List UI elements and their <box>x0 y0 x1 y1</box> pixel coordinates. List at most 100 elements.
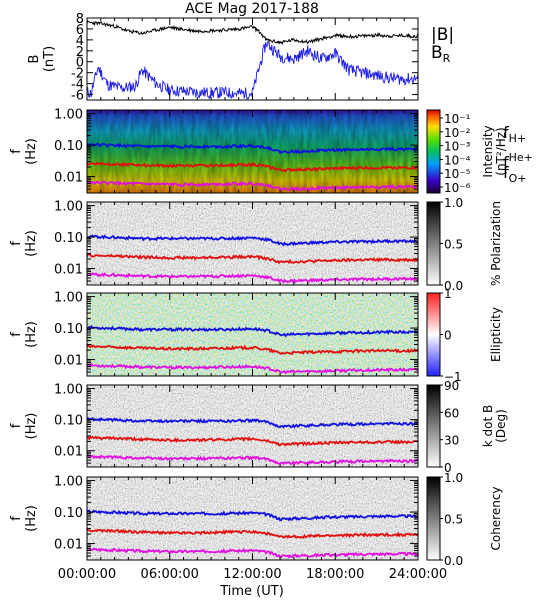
f-tick-label: 0.01 <box>54 171 83 186</box>
colorbar-tick-label: 1.0 <box>444 196 463 210</box>
colorbar-tick-label: 10⁻¹ <box>444 112 471 126</box>
f-ylabel-unit: (Hz) <box>24 230 39 257</box>
colorbar-label: (Deg) <box>494 409 508 443</box>
f-ylabel-unit: (Hz) <box>24 138 39 165</box>
f-tick-label: 0.10 <box>54 506 83 521</box>
colorbar-tick-label: 1.0 <box>444 471 463 485</box>
mag-tick-label: 2 <box>76 45 84 60</box>
f-ylabel: f <box>9 149 24 154</box>
ellipticity-spectrogram <box>87 293 418 376</box>
legend-f-o-main: f <box>503 163 509 182</box>
colorbar-tick-label: 10⁻⁵ <box>444 167 471 181</box>
colorbar-tick-label: 0 <box>444 461 452 475</box>
panel-mag-background <box>87 18 418 100</box>
f-tick-label: 1.00 <box>54 200 83 215</box>
colorbar-tick-label: 60 <box>444 406 459 420</box>
legend-b-total: |B| <box>431 25 454 45</box>
panel-ellipticity: 1.00 0.10 0.01 f (Hz) 1 0 −1 Ellipticity <box>9 287 503 384</box>
gyrofreq-line-he <box>86 344 419 356</box>
gyrofreq-line-he <box>86 253 419 265</box>
gyrofreq-line-he <box>86 528 419 539</box>
mag-tick-label: 6 <box>76 23 84 38</box>
colorbar-label: (nT²/Hz) <box>494 127 508 175</box>
colorbar-tick-label: 0.5 <box>444 513 463 527</box>
colorbar-tick-label: 1 <box>444 287 452 301</box>
mag-tick-label: -4 <box>71 78 84 93</box>
f-tick-label: 0.01 <box>54 538 83 553</box>
f-tick-label: 0.10 <box>54 231 83 246</box>
mag-tick-label: 8 <box>76 12 84 27</box>
f-tick-label: 1.00 <box>54 475 83 490</box>
legend-b-r: BR <box>431 43 451 65</box>
coherency-spectrogram <box>87 477 418 560</box>
legend-f-h: fH+ <box>503 123 526 145</box>
colorbar <box>426 476 441 561</box>
page-title: ACE Mag 2017-188 <box>185 1 319 17</box>
legend-mag: |B| BR <box>431 25 454 65</box>
series-b-r-line <box>86 40 419 101</box>
f-ylabel: f <box>9 241 24 246</box>
x-axis-label: Time (UT) <box>219 584 284 599</box>
legend-b-r-sub: R <box>443 52 451 65</box>
colorbar-label: k dot B <box>481 405 495 447</box>
colorbar-tick-label: 0.0 <box>444 554 463 568</box>
gyrofreq-line-o <box>86 454 419 466</box>
colorbar-tick-label: 0.0 <box>444 279 463 293</box>
mag-tick-label: 0 <box>76 56 84 71</box>
f-ylabel-unit: (Hz) <box>24 505 39 532</box>
intensity-texture <box>87 110 418 193</box>
panel-k-dot-b: 1.00 0.10 0.01 f (Hz) 90 60 30 0 k dot B (Deg) <box>9 379 508 475</box>
gyrofreq-line-he <box>86 435 419 447</box>
legend-b-r-main: B <box>431 43 443 63</box>
legend-f-h-main: f <box>503 123 509 142</box>
colorbar-tick-label: 10⁻⁴ <box>444 153 471 167</box>
f-ylabel: f <box>9 516 24 521</box>
colorbar <box>426 201 441 286</box>
f-tick-label: 0.01 <box>54 354 83 369</box>
f-ylabel: f <box>9 423 24 428</box>
gyrofreq-line-h <box>86 509 419 522</box>
colorbar-tick-label: 30 <box>444 434 459 448</box>
f-tick-label: 1.00 <box>54 108 83 123</box>
f-tick-label: 1.00 <box>54 383 83 398</box>
gyrofreq-line-he <box>86 161 419 173</box>
colorbar <box>426 384 441 468</box>
legend-frequencies: fH+ fHe+ fO+ <box>503 123 533 185</box>
colorbar-tick-label: 10⁻³ <box>444 140 471 154</box>
gyrofreq-line-o <box>86 180 419 192</box>
mag-tick-label: -2 <box>71 67 84 82</box>
mag-ylabel-unit: (nT) <box>42 46 57 72</box>
f-ylabel-unit: (Hz) <box>24 413 39 440</box>
colorbar-tick-label: 0.5 <box>444 238 463 252</box>
x-tick-label: 24:00:00 <box>389 567 447 582</box>
f-tick-label: 1.00 <box>54 291 83 306</box>
colorbar-label: Ellipticity <box>489 307 503 362</box>
colorbar-label: % Polarization <box>489 201 503 286</box>
colorbar-tick-label: 90 <box>444 379 459 393</box>
gyrofreq-line-h <box>86 324 419 338</box>
gyrofreq-line-o <box>86 362 419 375</box>
f-ylabel: f <box>9 332 24 337</box>
mag-ylabel: B <box>27 55 42 64</box>
series-b-total-line <box>86 20 419 46</box>
f-tick-label: 0.10 <box>54 139 83 154</box>
colorbar-tick-label: 10⁻² <box>444 126 471 140</box>
x-tick-label: 12:00:00 <box>223 567 281 582</box>
f-tick-label: 0.10 <box>54 414 83 429</box>
colorbar-label: Intensity <box>481 125 495 177</box>
f-tick-label: 0.01 <box>54 445 83 460</box>
x-tick-label: 18:00:00 <box>306 567 364 582</box>
legend-f-he-main: f <box>503 153 509 172</box>
f-tick-label: 0.01 <box>54 263 83 278</box>
colorbar-tick-label: −1 <box>444 370 462 384</box>
x-tick-label: 00:00:00 <box>58 567 116 582</box>
colorbar-tick-label: 10⁻⁶ <box>444 181 471 195</box>
colorbar-label: Coherency <box>489 486 503 550</box>
gyrofreq-line-h <box>86 417 419 429</box>
colorbar-tick-label: 0 <box>444 329 452 343</box>
legend-f-o: fO+ <box>503 163 527 185</box>
gyrofreq-line-o <box>86 272 419 284</box>
f-ylabel-unit: (Hz) <box>24 321 39 348</box>
